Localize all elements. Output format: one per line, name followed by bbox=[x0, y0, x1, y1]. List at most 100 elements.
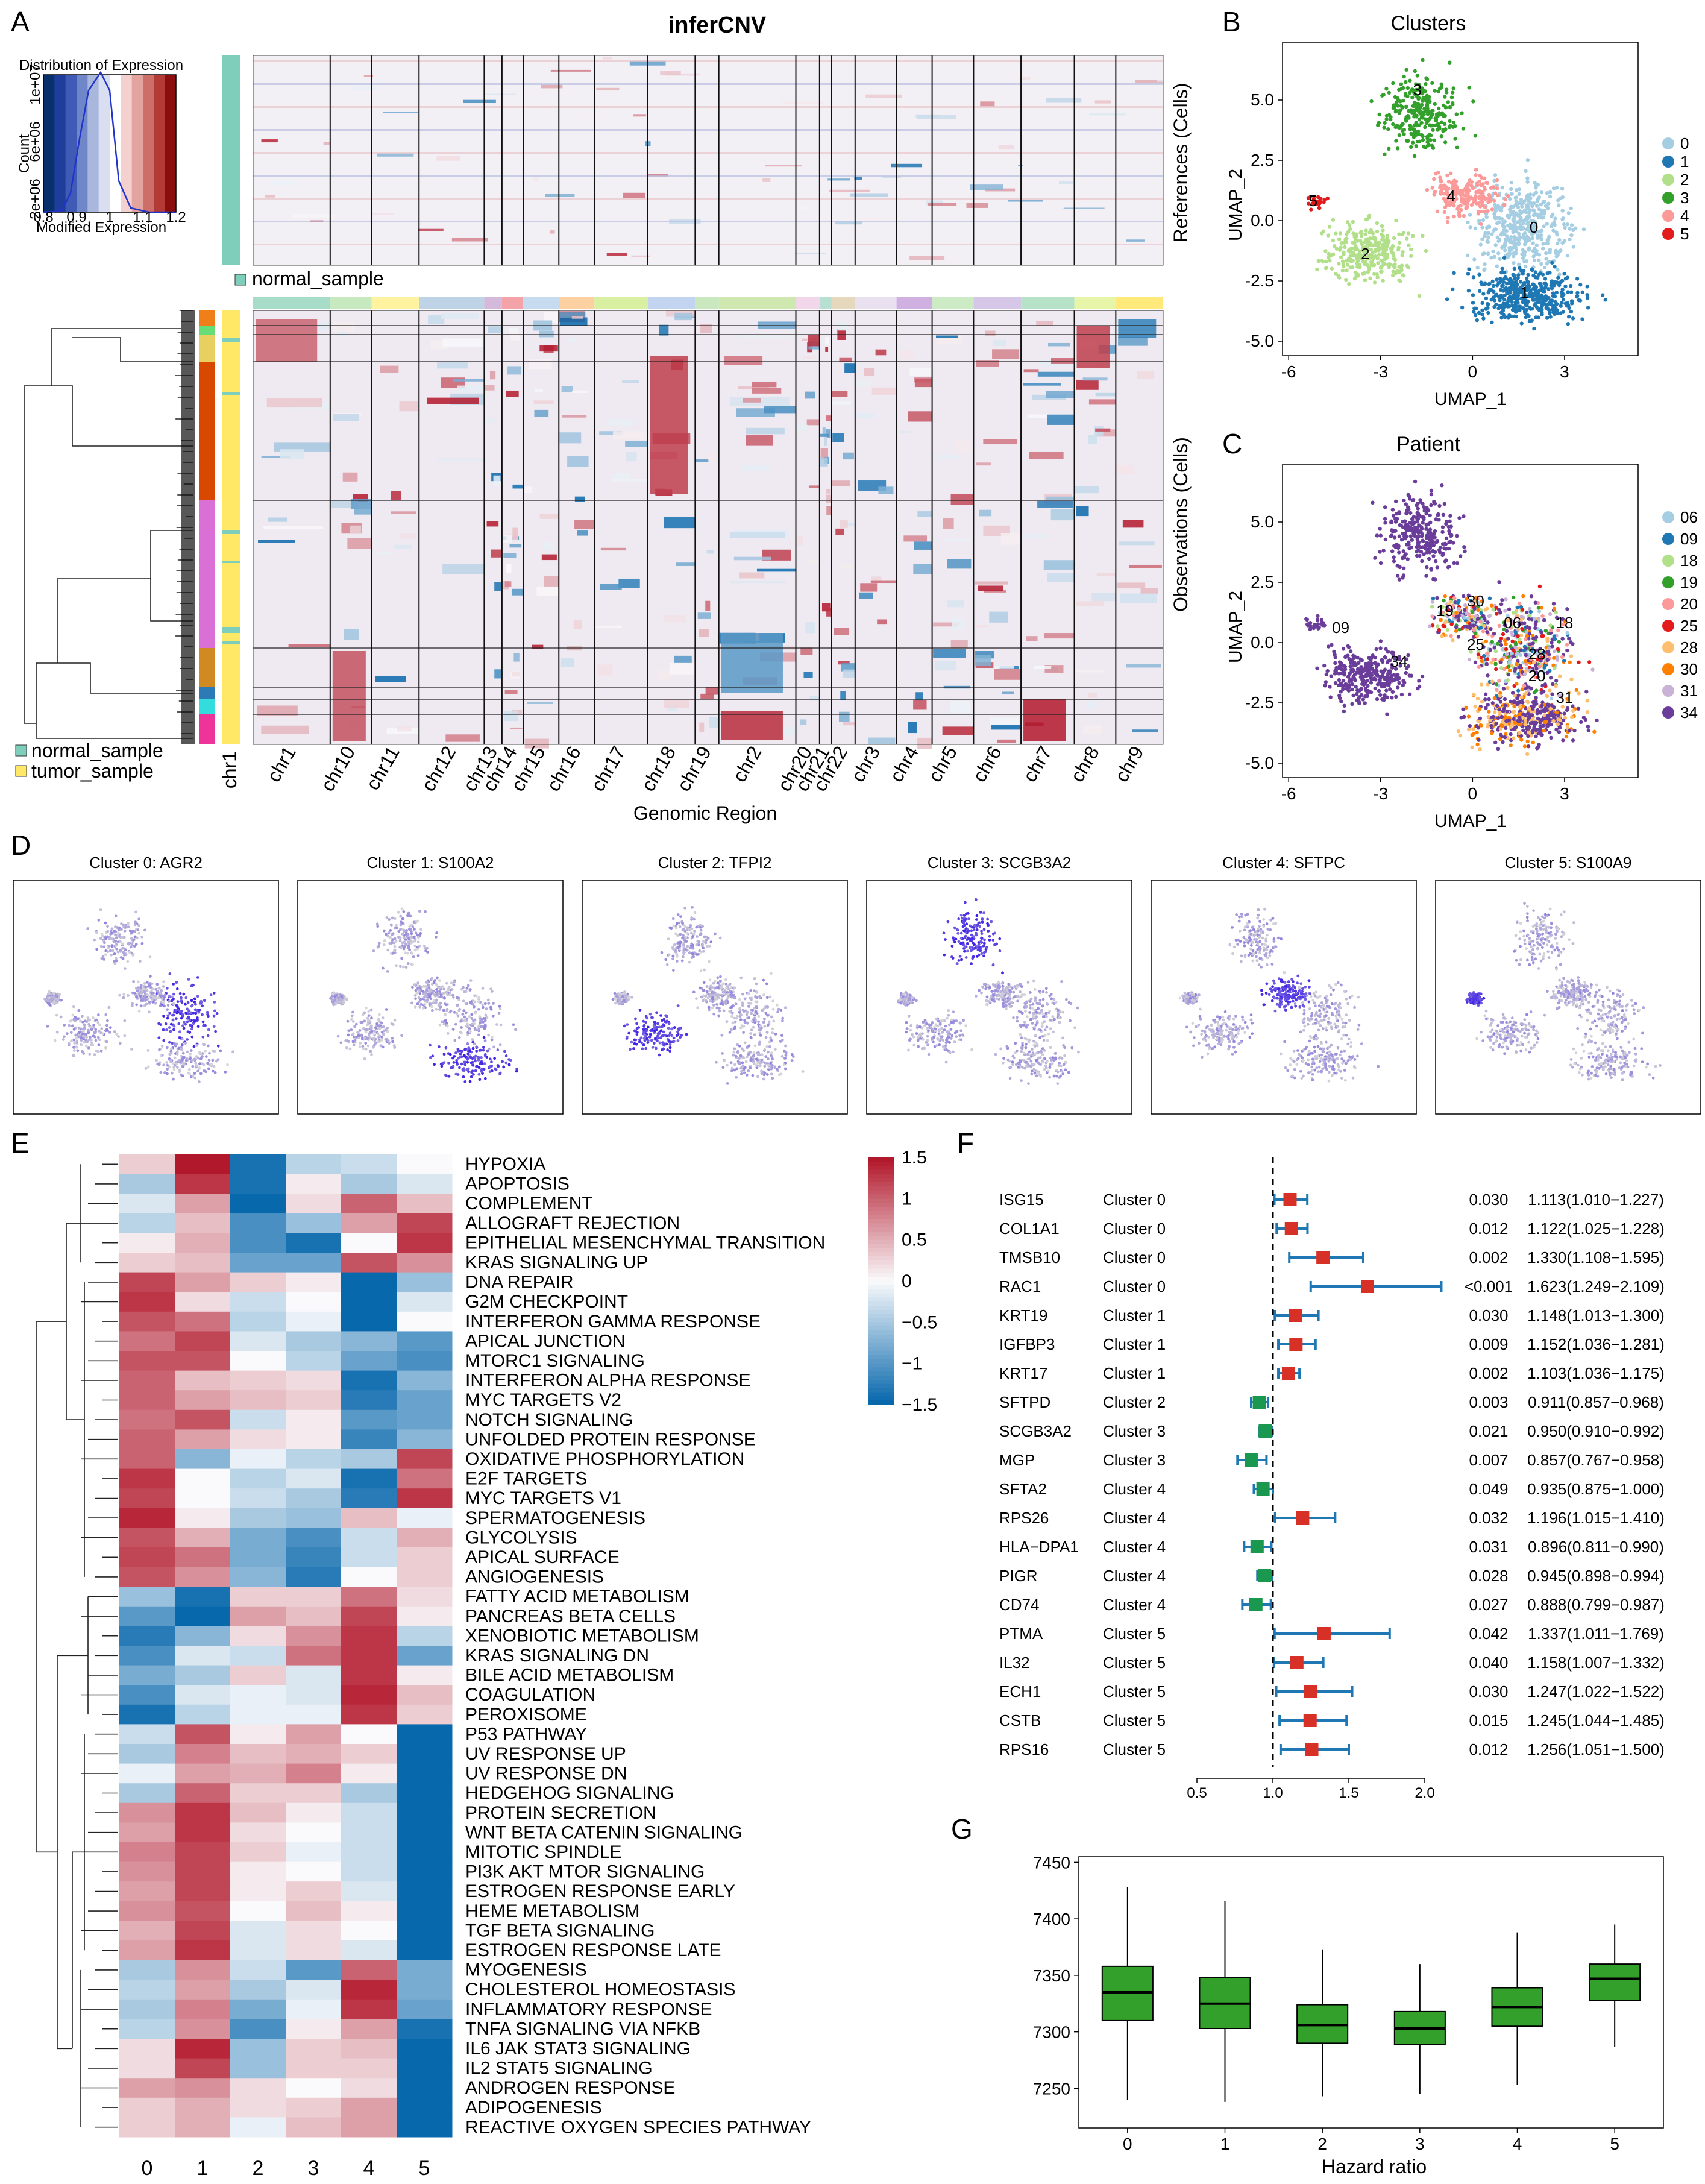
umap-cluster-point bbox=[1495, 264, 1499, 268]
umap-patient-point bbox=[1494, 612, 1499, 616]
feature-point bbox=[463, 990, 466, 993]
umap-cluster-point bbox=[1545, 241, 1549, 245]
feature-point bbox=[190, 1027, 193, 1031]
feature-point bbox=[213, 1071, 217, 1074]
umap-patient-point bbox=[1429, 488, 1434, 493]
umap-cluster-point bbox=[1513, 203, 1518, 207]
umap-cluster-point bbox=[1531, 241, 1535, 245]
umap-patient-point bbox=[1363, 701, 1367, 705]
observation-cnv-segment bbox=[375, 676, 406, 682]
reference-cnv-segment bbox=[891, 163, 923, 168]
umap-cluster-point bbox=[1382, 125, 1386, 130]
reference-cnv-segment bbox=[985, 188, 1016, 192]
umap-cluster-point bbox=[1452, 186, 1456, 191]
feature-point bbox=[104, 921, 107, 925]
feature-point bbox=[162, 1001, 165, 1005]
observation-cnv-segment bbox=[835, 528, 844, 535]
color-key: Distribution of Expression Modified Expr… bbox=[16, 57, 186, 236]
umap-cluster-point bbox=[1498, 257, 1502, 261]
umap-cluster-point bbox=[1551, 304, 1556, 308]
feature-point bbox=[490, 1038, 494, 1042]
umap-patient-point bbox=[1480, 699, 1484, 704]
feature-point bbox=[195, 1064, 198, 1068]
feature-point bbox=[203, 1043, 206, 1046]
umap-patient-point bbox=[1328, 695, 1333, 699]
umap-cluster-point bbox=[1340, 259, 1345, 263]
umap-patient-point bbox=[1586, 724, 1590, 729]
umap-patient-point bbox=[1416, 535, 1420, 539]
chromosome-bar-segment bbox=[647, 297, 696, 309]
feature-point bbox=[178, 1010, 182, 1013]
umap-patient-point bbox=[1552, 606, 1557, 611]
umap-cluster-point bbox=[1543, 277, 1548, 281]
feature-point bbox=[498, 1043, 502, 1046]
umap-cluster-point bbox=[1439, 190, 1443, 194]
umap-patient-point bbox=[1539, 606, 1544, 610]
umap-cluster-point bbox=[1577, 298, 1581, 303]
umap-cluster-point bbox=[1510, 300, 1514, 304]
umap-patient-point bbox=[1512, 704, 1516, 709]
umap-patient-point bbox=[1464, 705, 1468, 710]
feature-point bbox=[498, 1007, 502, 1010]
umap-cluster-point bbox=[1565, 222, 1569, 227]
umap-patient-point bbox=[1509, 644, 1513, 649]
umap-cluster-point bbox=[1469, 203, 1474, 207]
feature-point bbox=[110, 953, 113, 957]
feature-point bbox=[482, 1021, 485, 1024]
umap-cluster-point bbox=[1443, 140, 1448, 145]
umap-patient-point bbox=[1536, 745, 1540, 749]
umap-cluster-point bbox=[1548, 248, 1553, 252]
umap-cluster-point bbox=[1486, 231, 1490, 236]
umap-cluster-point bbox=[1518, 280, 1523, 284]
umap-cluster-point bbox=[1402, 132, 1406, 136]
umap-cluster-point bbox=[1366, 270, 1371, 274]
umap-ytick: 5.0 bbox=[1251, 90, 1274, 109]
observation-cnv-segment bbox=[512, 671, 520, 677]
umap-cluster-point bbox=[1471, 275, 1476, 280]
umap-patient-point bbox=[1560, 637, 1565, 641]
feature-point bbox=[95, 948, 99, 951]
observation-cnv-segment bbox=[1050, 358, 1075, 364]
umap-patient-point bbox=[1506, 678, 1510, 682]
umap-patient-point bbox=[1507, 607, 1512, 612]
umap-cluster-point bbox=[1557, 238, 1562, 242]
observation-cnv-segment bbox=[870, 580, 897, 584]
feature-point bbox=[465, 1024, 468, 1028]
umap-patient-point bbox=[1421, 521, 1425, 525]
umap-cluster-point bbox=[1465, 202, 1469, 206]
observation-cnv-segment bbox=[1002, 691, 1014, 694]
chromosome-color-bar bbox=[253, 297, 1163, 309]
umap-cluster-point bbox=[1536, 198, 1540, 202]
umap-cluster-point bbox=[1557, 272, 1562, 277]
umap-cluster-point bbox=[1339, 241, 1344, 245]
umap-cluster-point bbox=[1424, 248, 1428, 253]
feature-point bbox=[90, 1025, 93, 1029]
umap-patient-point bbox=[1444, 521, 1448, 526]
feature-point bbox=[110, 927, 114, 931]
umap-cluster-point bbox=[1478, 190, 1482, 195]
umap-c-xlabel: UMAP_1 bbox=[1434, 811, 1507, 831]
chromosome-bar-segment bbox=[1116, 297, 1163, 309]
feature-point bbox=[204, 1070, 207, 1074]
umap-patient-point bbox=[1462, 608, 1467, 612]
umap-patient-point bbox=[1475, 696, 1480, 701]
umap-patient-point bbox=[1404, 511, 1408, 515]
feature-point bbox=[168, 994, 171, 998]
umap-patient-point bbox=[1556, 628, 1560, 632]
umap-patient-point bbox=[1503, 715, 1507, 719]
umap-cluster-point bbox=[1548, 194, 1553, 199]
umap-cluster-point bbox=[1506, 299, 1510, 303]
umap-cluster-point bbox=[1503, 248, 1507, 253]
feature-point bbox=[172, 1013, 175, 1017]
umap-cluster-point bbox=[1317, 201, 1322, 206]
feature-point bbox=[166, 1014, 170, 1018]
umap-patient-point bbox=[1444, 558, 1448, 562]
observation-cnv-segment bbox=[985, 330, 996, 336]
umap-cluster-point bbox=[1523, 237, 1528, 241]
observation-cnv-segment bbox=[1140, 588, 1158, 594]
umap-cluster-point bbox=[1428, 138, 1433, 142]
observation-cnv-segment bbox=[1119, 541, 1155, 546]
feature-point bbox=[105, 1024, 108, 1027]
feature-point bbox=[162, 1015, 165, 1018]
umap-patient-point bbox=[1490, 731, 1494, 735]
